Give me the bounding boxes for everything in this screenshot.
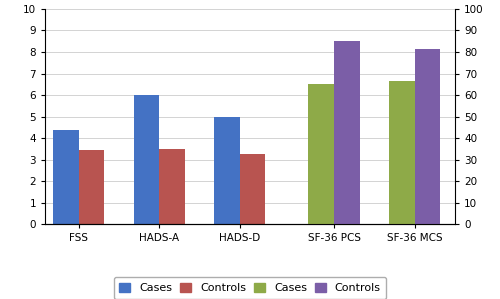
- Bar: [414, 49, 440, 224]
- Bar: [53, 129, 78, 224]
- Bar: [334, 41, 359, 224]
- Bar: [214, 117, 240, 224]
- Bar: [160, 149, 185, 224]
- Bar: [134, 95, 160, 224]
- Bar: [78, 150, 104, 224]
- Legend: Cases, Controls, Cases, Controls: Cases, Controls, Cases, Controls: [114, 277, 386, 299]
- Bar: [308, 84, 334, 224]
- Bar: [240, 154, 266, 224]
- Bar: [389, 81, 414, 224]
